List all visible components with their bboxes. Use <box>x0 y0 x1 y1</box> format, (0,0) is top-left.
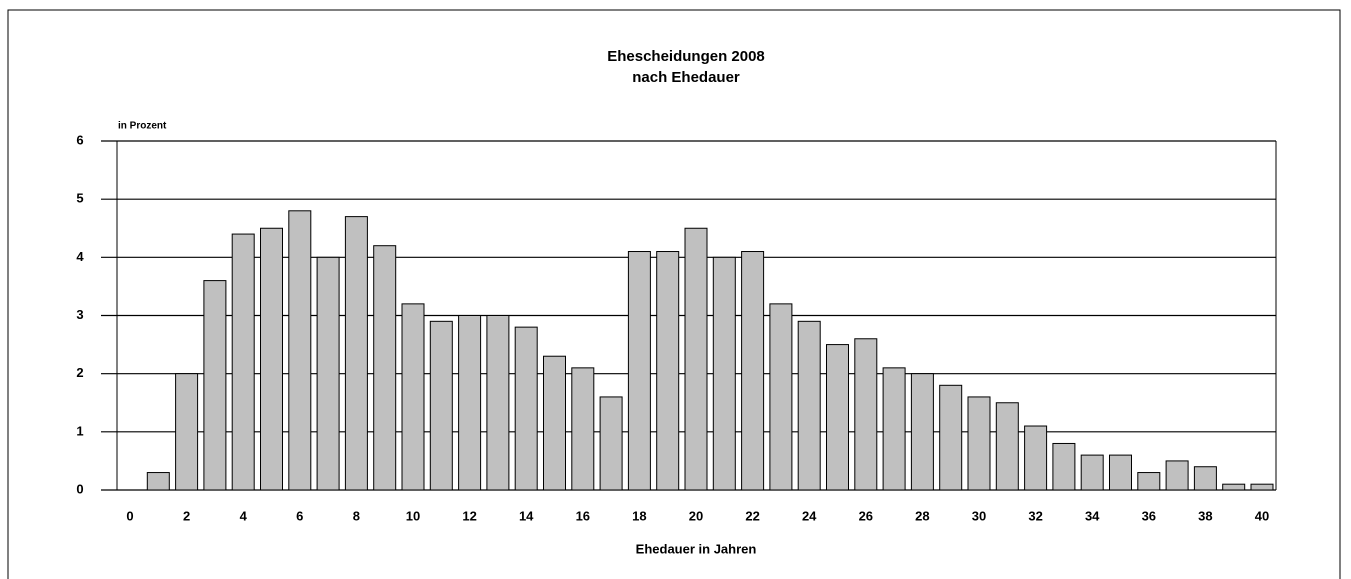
x-tick-label: 14 <box>519 508 534 523</box>
bar <box>203 280 227 491</box>
bar <box>401 303 425 491</box>
bar <box>429 320 453 491</box>
x-tick-label: 26 <box>859 508 873 523</box>
x-tick-label: 38 <box>1198 508 1212 523</box>
bar <box>571 367 595 491</box>
x-tick-label: 18 <box>632 508 646 523</box>
bar <box>741 251 765 491</box>
bar <box>910 373 934 491</box>
x-tick-label: 6 <box>296 508 303 523</box>
bar <box>486 315 510 491</box>
bar <box>939 384 963 491</box>
chart-title: Ehescheidungen 2008 <box>607 48 765 65</box>
bar <box>231 233 255 491</box>
x-tick-label: 16 <box>576 508 590 523</box>
x-axis-label: Ehedauer in Jahren <box>636 541 757 556</box>
bar <box>1193 466 1217 491</box>
bar <box>543 355 566 491</box>
bar <box>1024 425 1048 491</box>
y-tick-label: 6 <box>76 132 83 147</box>
x-tick-label: 4 <box>240 508 248 523</box>
x-tick-label: 8 <box>353 508 360 523</box>
bar <box>373 245 397 491</box>
bar <box>627 251 651 491</box>
x-tick-label: 24 <box>802 508 817 523</box>
x-tick-label: 34 <box>1085 508 1100 523</box>
bar <box>769 303 793 491</box>
x-tick-label: 36 <box>1142 508 1156 523</box>
y-tick-label: 4 <box>76 249 84 264</box>
x-tick-label: 10 <box>406 508 420 523</box>
bar <box>1222 483 1246 491</box>
bar <box>1165 460 1189 491</box>
bar <box>1080 454 1104 491</box>
y-tick-label: 2 <box>76 365 83 380</box>
bar <box>458 315 482 491</box>
bar <box>175 373 199 491</box>
bar <box>1052 442 1076 491</box>
bar <box>146 472 170 491</box>
x-tick-label: 12 <box>462 508 476 523</box>
bar <box>1109 454 1132 491</box>
chart-subtitle: nach Ehedauer <box>632 69 740 86</box>
bar <box>684 227 708 491</box>
x-tick-label: 20 <box>689 508 703 523</box>
bar <box>995 402 1019 491</box>
y-tick-label: 1 <box>76 423 83 438</box>
y-tick-label: 0 <box>76 481 83 496</box>
bar <box>656 251 680 491</box>
bar <box>1250 483 1274 491</box>
x-tick-label: 30 <box>972 508 986 523</box>
bar <box>1137 472 1161 491</box>
x-tick-label: 28 <box>915 508 929 523</box>
bar <box>854 338 878 491</box>
y-tick-label: 3 <box>76 307 83 322</box>
x-tick-label: 2 <box>183 508 190 523</box>
frame <box>7 9 1341 579</box>
y-tick-label: 5 <box>76 191 83 206</box>
bar <box>288 210 312 491</box>
bar <box>514 326 538 491</box>
x-tick-label: 22 <box>745 508 759 523</box>
bar <box>712 256 736 491</box>
bar <box>797 320 821 491</box>
bar <box>316 256 340 491</box>
bar <box>826 344 849 491</box>
bar <box>967 396 991 491</box>
y-axis-label: in Prozent <box>118 121 167 132</box>
x-tick-label: 0 <box>126 508 133 523</box>
x-tick-label: 40 <box>1255 508 1269 523</box>
bar <box>344 216 368 491</box>
bar <box>882 367 906 491</box>
x-tick-label: 32 <box>1028 508 1042 523</box>
bar <box>260 227 283 491</box>
bar <box>599 396 623 491</box>
